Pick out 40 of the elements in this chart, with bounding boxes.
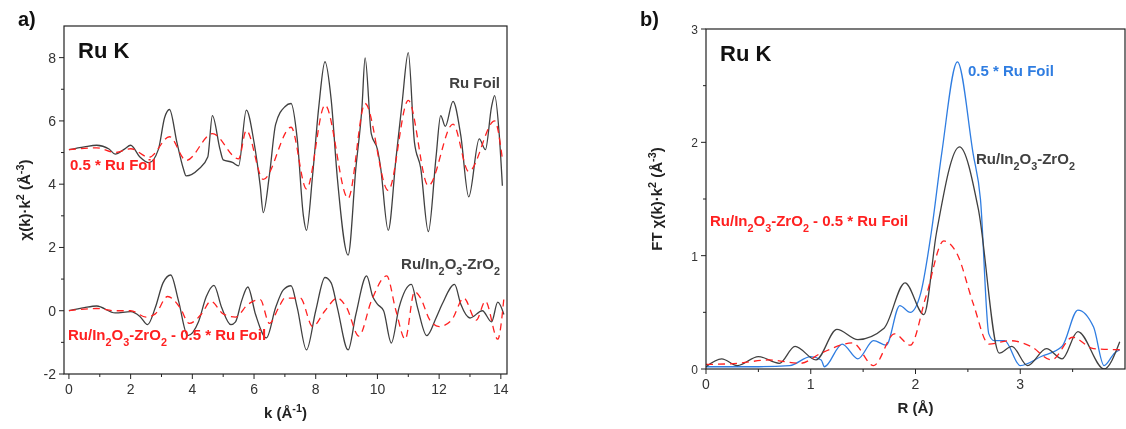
x-tick-label: 3 [1016,376,1025,392]
x-tick-label: 4 [188,381,197,397]
y-tick-label: 0 [48,302,57,319]
text: Ru K [78,38,130,63]
y-tick-label: 4 [48,176,57,193]
x-tick-label: 0 [65,381,74,397]
x-tick-label: 8 [311,381,320,397]
y-tick-label: 3 [691,23,699,37]
series-label: Ru Foil [449,74,500,91]
series-label: Ru/In$_{2}$O$_{3}$-ZrO$_{2}$ - 0.5 * Ru Foil [68,326,267,348]
x-axis-title: k (Å$^{-1}$) [264,402,307,421]
y-tick-label: 2 [48,239,57,256]
x-tick-label: 14 [493,381,509,397]
series-label: Ru/In$_{2}$O$_{3}$-ZrO$_{2}$ [401,255,500,277]
x-tick-label: 6 [250,381,259,397]
line-series [706,146,1121,369]
text: a) [18,8,36,30]
x-tick-label: 12 [431,381,448,397]
x-tick-label: 0 [702,376,711,392]
line-series [706,240,1121,367]
y-tick-label: 1 [691,249,699,264]
x-tick-label: 2 [911,376,920,392]
y-tick-label: 0 [691,363,699,377]
y-tick-label: 2 [691,136,699,151]
series-label: 0.5 * Ru Foil [70,156,156,173]
line-series [68,99,504,200]
text: Ru K [720,41,772,66]
line-series [706,61,1121,368]
text: Ru/In$_{2}$O$_{3}$-ZrO$_{2}$ - 0.5 * Ru Foil [710,212,909,234]
y-tick-label: -2 [43,366,57,382]
x-tick-label: 1 [806,376,815,392]
series-label: 0.5 * Ru Foil [968,62,1054,79]
y-tick-label: 8 [48,49,57,66]
line-series [68,274,505,351]
x-axis-title: R (Å) [897,399,934,416]
x-tick-label: 10 [369,381,386,397]
x-tick-label: 2 [126,381,135,397]
text: b) [640,8,659,30]
y-tick-label: 6 [48,112,57,129]
series-label: Ru/In$_{2}$O$_{3}$-ZrO$_{2}$ [976,150,1075,172]
